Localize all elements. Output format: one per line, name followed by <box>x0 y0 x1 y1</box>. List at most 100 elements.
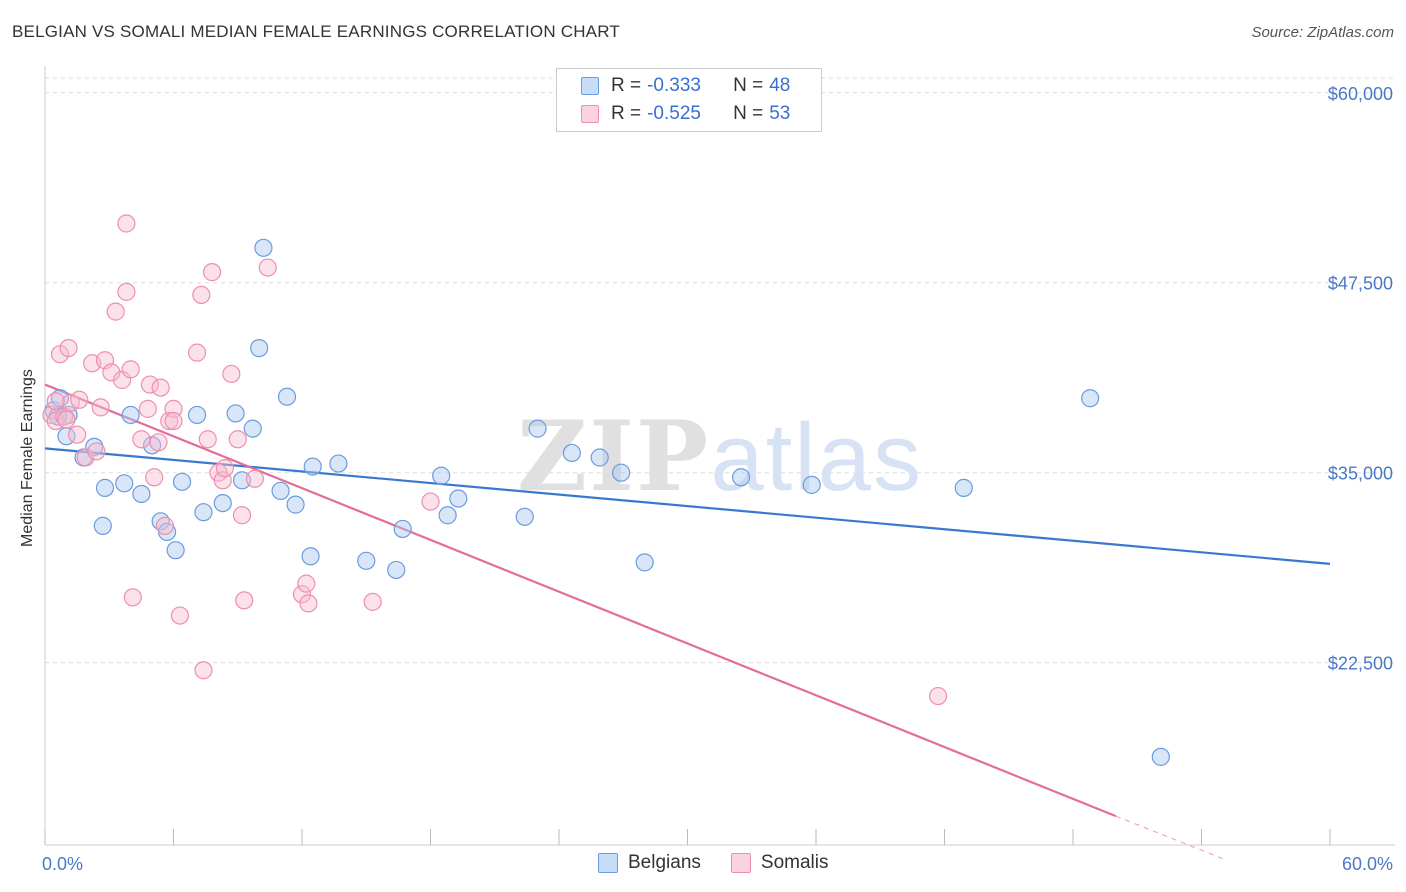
belgian-point <box>954 478 973 497</box>
belgian-point <box>121 405 140 425</box>
belgian-point <box>357 551 376 570</box>
belgian-point <box>393 519 412 539</box>
legend-r-value: -0.333 <box>647 75 701 96</box>
belgian-point <box>277 387 297 406</box>
somali-point <box>70 390 89 409</box>
belgian-swatch <box>581 77 599 95</box>
somali-point <box>102 363 121 382</box>
trendlines <box>44 383 1331 860</box>
belgian-point <box>731 468 751 487</box>
belgian-point <box>432 466 451 485</box>
belgian-point <box>590 448 609 467</box>
somali-point <box>170 606 190 625</box>
somali-point <box>151 378 170 397</box>
legend-n-label: N = <box>733 103 764 124</box>
belgian-point <box>387 560 406 580</box>
somali-swatch <box>581 105 599 123</box>
somali-point <box>87 442 106 461</box>
data-points <box>42 214 1170 766</box>
belgian-legend-swatch <box>598 853 618 873</box>
somali-point <box>258 258 277 277</box>
correlation-legend: R = -0.333 N = 48 R = -0.525 N = 53 <box>556 68 822 132</box>
somali-point <box>91 398 110 417</box>
y-tick-label: $60,000 <box>1328 84 1393 104</box>
somali-point <box>123 588 142 607</box>
legend-label-belgians: Belgians <box>628 852 701 873</box>
somali-point <box>299 594 318 613</box>
legend-item-somalis[interactable]: Somalis <box>730 852 829 874</box>
somali-point <box>297 574 316 593</box>
gridlines <box>45 77 1395 664</box>
legend-r-label: R = <box>611 75 642 96</box>
somali-point <box>228 430 247 449</box>
somali-point <box>145 468 164 487</box>
somali-trendline-extension <box>1115 815 1224 860</box>
belgian-point <box>172 472 192 491</box>
belgian-point <box>1151 747 1170 766</box>
somali-point <box>164 411 183 431</box>
belgian-point <box>271 481 290 501</box>
belgian-point <box>303 457 322 476</box>
somali-point <box>198 430 217 449</box>
somali-point <box>132 430 151 449</box>
somali-point <box>215 459 234 478</box>
axes <box>44 66 1395 846</box>
legend-n-value: 48 <box>769 75 791 96</box>
legend-r-label: R = <box>611 103 642 124</box>
legend-label-somalis: Somalis <box>760 852 829 873</box>
belgian-point <box>132 484 151 504</box>
somali-point <box>68 425 87 444</box>
somali-point <box>194 661 213 680</box>
belgian-point <box>226 404 245 423</box>
belgian-point <box>250 338 269 358</box>
legend-n-value: 53 <box>769 103 791 124</box>
belgian-point <box>449 489 468 508</box>
tick-labels: $22,500 $35,000 $47,500 $60,000 0.0% 60.0% <box>42 84 1393 874</box>
belgian-point <box>1081 389 1100 408</box>
belgian-point <box>802 475 821 494</box>
somali-point <box>363 592 382 611</box>
somali-point <box>235 591 254 610</box>
belgian-point <box>438 506 457 525</box>
legend-item-belgians[interactable]: Belgians <box>598 852 701 874</box>
belgian-point <box>194 503 213 522</box>
belgian-point <box>612 463 631 482</box>
somali-point <box>192 285 211 305</box>
somali-point <box>232 506 252 525</box>
belgian-point <box>329 454 348 473</box>
belgian-point <box>562 443 581 463</box>
belgian-point <box>515 507 534 526</box>
source-label: Source: ZipAtlas.com <box>1251 24 1394 41</box>
belgian-point <box>286 495 305 514</box>
somali-point <box>155 516 175 535</box>
x-tick-label: 0.0% <box>42 854 83 874</box>
belgian-point <box>95 478 115 497</box>
belgian-point <box>243 419 262 438</box>
somali-point <box>76 448 95 467</box>
belgian-point <box>528 419 547 438</box>
somali-point <box>292 585 312 604</box>
belgian-point <box>635 553 654 572</box>
belgian-point <box>93 516 112 535</box>
belgian-trendline <box>44 447 1331 565</box>
somali-point <box>202 263 222 282</box>
belgian-point <box>115 474 134 493</box>
belgian-point <box>213 493 232 513</box>
legend-row-somalis: R = -0.525 N = 53 <box>557 99 790 129</box>
belgian-point <box>301 547 320 566</box>
somali-point <box>57 410 76 429</box>
somali-point <box>59 338 78 358</box>
somali-point <box>46 392 65 411</box>
somali-point <box>928 686 948 706</box>
series-legend: Belgians Somalis <box>598 852 858 874</box>
somali-point <box>106 302 125 321</box>
somali-point <box>149 433 168 452</box>
somali-point <box>138 399 157 418</box>
somali-point <box>117 214 136 233</box>
somali-legend-swatch <box>730 853 751 873</box>
belgian-point <box>187 405 207 425</box>
somali-point <box>222 364 241 384</box>
watermark: ZIPatlas <box>517 400 923 513</box>
x-tick-label: 60.0% <box>1342 854 1393 874</box>
legend-r-value: -0.525 <box>647 103 701 124</box>
